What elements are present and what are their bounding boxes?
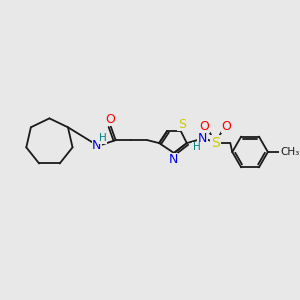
- Text: N: N: [198, 132, 207, 145]
- Text: H: H: [99, 133, 107, 143]
- Text: S: S: [211, 136, 220, 150]
- Text: O: O: [105, 113, 115, 126]
- Text: H: H: [193, 142, 201, 152]
- Text: CH₃: CH₃: [280, 147, 299, 157]
- Text: N: N: [92, 139, 101, 152]
- Text: S: S: [178, 118, 186, 131]
- Text: O: O: [200, 120, 209, 133]
- Text: O: O: [221, 120, 231, 133]
- Text: N: N: [168, 153, 178, 167]
